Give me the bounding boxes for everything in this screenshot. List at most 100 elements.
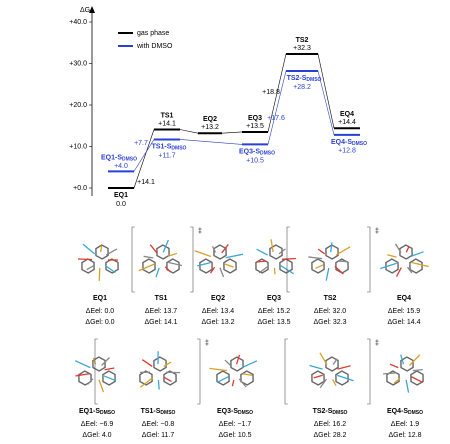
bond: [380, 262, 397, 270]
bracket: [94, 338, 98, 405]
connector: [267, 70, 287, 145]
delta-e: ΔEel: −6.9: [81, 421, 114, 428]
structure-name: TS2-SDMSO: [313, 408, 348, 416]
bond: [256, 260, 267, 263]
bond: [194, 250, 212, 258]
structure-name: EQ2: [211, 295, 225, 302]
bracket: [286, 226, 290, 293]
delta-g: ΔGel: 28.2: [313, 432, 346, 439]
molecule: [308, 242, 351, 281]
value-label: +11.7: [158, 152, 175, 159]
barrier-annotation: +7.7: [134, 140, 148, 147]
delta-g: ΔGel: 32.3: [313, 319, 346, 326]
connector: [267, 53, 287, 133]
delta-g: ΔGel: 13.2: [201, 319, 234, 326]
structure-name-sub: DMSO: [408, 410, 423, 416]
delta-e: ΔEel: 32.0: [314, 308, 346, 315]
bond: [101, 357, 110, 366]
structure-name: EQ4-SDMSO: [387, 408, 423, 416]
level-name-main: EQ3-S: [239, 148, 260, 155]
value-label: +32.3: [293, 45, 311, 52]
bond: [231, 379, 235, 387]
ring: [311, 370, 325, 386]
bond: [209, 266, 216, 274]
ts-mark: ‡: [205, 340, 209, 347]
ring: [385, 258, 399, 274]
molecule: [74, 356, 117, 393]
connector: [133, 139, 155, 172]
bond: [197, 262, 211, 267]
molecule: [194, 244, 244, 278]
structure-name: TS1-SDMSO: [141, 408, 176, 416]
bond: [167, 252, 178, 257]
bond: [395, 267, 402, 277]
level-name-main: TS2-S: [287, 75, 307, 82]
bond: [389, 363, 399, 369]
bond: [87, 378, 94, 385]
y-tick-label: +10.0: [69, 143, 87, 150]
level-name: EQ4-SDMSO: [331, 139, 367, 147]
bond: [393, 377, 401, 384]
ring: [105, 258, 119, 274]
legend-label: with DMSO: [136, 43, 173, 50]
ring: [399, 244, 413, 260]
bond: [281, 257, 296, 260]
y-tick-label: +30.0: [69, 60, 87, 67]
level-name: TS2: [296, 37, 309, 44]
bond: [138, 263, 155, 272]
structure-name-main: EQ1-S: [79, 408, 100, 415]
bond: [236, 354, 241, 365]
ring: [325, 244, 339, 260]
bond: [334, 265, 344, 275]
ring: [216, 370, 230, 386]
bond: [308, 256, 323, 260]
bond: [224, 359, 231, 366]
bond: [98, 267, 101, 281]
bond: [141, 359, 153, 367]
bond: [164, 266, 172, 273]
bond: [104, 367, 115, 371]
level-name-main: TS1-S: [152, 143, 172, 150]
bracket: [284, 338, 288, 405]
delta-e: ΔEel: 1.9: [391, 421, 420, 428]
bond: [139, 377, 153, 388]
structure-name-main: EQ1: [93, 295, 107, 302]
structure-name-main: TS2: [324, 295, 337, 302]
level-name: TS1-SDMSO: [152, 143, 187, 151]
delta-g: ΔGel: 14.1: [144, 319, 177, 326]
bond: [225, 253, 244, 259]
delta-g: ΔGel: 0.0: [85, 319, 114, 326]
bond: [405, 379, 410, 393]
molecule: [209, 354, 258, 388]
structure-name-main: EQ2: [211, 295, 225, 302]
molecule: [255, 239, 296, 275]
structure-name-main: EQ4: [397, 295, 411, 302]
bond: [224, 263, 234, 268]
bracket: [367, 226, 371, 293]
delta-e: ΔEel: 13.7: [145, 308, 177, 315]
bond: [270, 239, 274, 253]
structure-name: EQ4: [397, 295, 411, 302]
legend-label: gas phase: [137, 30, 169, 37]
structure-name-main: EQ3-S: [217, 408, 238, 415]
bond: [163, 361, 172, 368]
structure-name: EQ3-SDMSO: [217, 408, 253, 416]
delta-g: ΔGel: 12.8: [388, 432, 421, 439]
bond: [74, 360, 91, 369]
ring: [410, 370, 424, 386]
ring: [335, 370, 349, 386]
bond: [155, 267, 160, 278]
level-name: EQ2: [203, 116, 217, 123]
level-name: TS1: [161, 112, 174, 119]
bond: [242, 373, 253, 376]
level-name-sub: DMSO: [122, 157, 137, 163]
bond: [330, 242, 333, 253]
y-tick-label: +0.0: [73, 185, 87, 192]
bond: [100, 245, 103, 253]
level-name: EQ1: [114, 192, 128, 199]
ring: [386, 370, 400, 386]
bond: [216, 376, 229, 383]
bond: [273, 267, 276, 275]
connector: [221, 131, 243, 134]
bond: [78, 258, 93, 261]
